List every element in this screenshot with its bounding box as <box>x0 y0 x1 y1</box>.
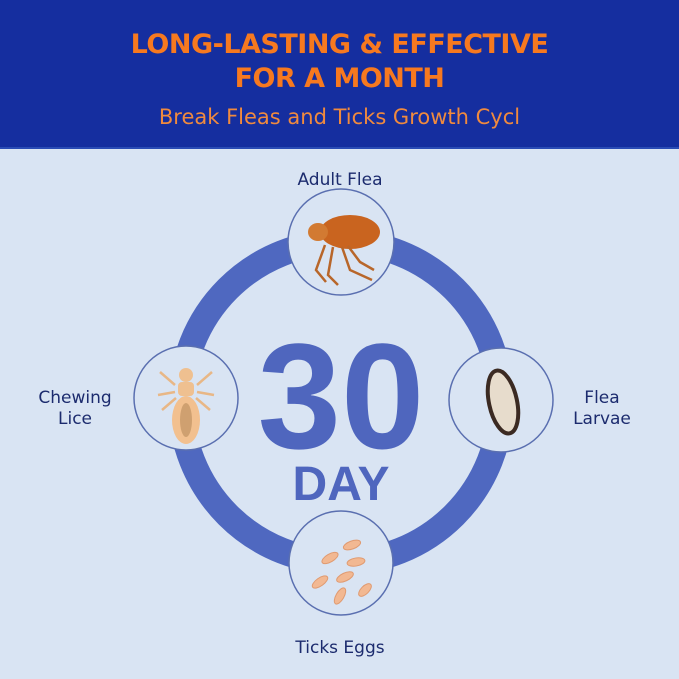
subtitle: Break Fleas and Ticks Growth Cycl <box>158 105 521 129</box>
louse-icon <box>133 345 239 451</box>
adult-flea-icon <box>287 188 395 296</box>
label-flea-larvae-line-1: Flea <box>584 388 620 408</box>
day-unit: DAY <box>293 458 390 511</box>
label-chewing-lice: Chewing Lice <box>20 388 130 430</box>
headline: LONG-LASTING & EFFECTIVE FOR A MONTH <box>0 28 679 96</box>
label-flea-larvae: Flea Larvae <box>552 388 652 430</box>
headline-line-2: FOR A MONTH <box>234 63 445 94</box>
label-flea-larvae-line-2: Larvae <box>573 409 631 429</box>
label-ticks-eggs: Ticks Eggs <box>295 638 385 658</box>
flea-larva-icon <box>448 347 554 453</box>
label-adult-flea: Adult Flea <box>297 170 383 190</box>
day-count: 30 <box>258 312 425 480</box>
eggs-icon <box>288 510 394 616</box>
header-banner: LONG-LASTING & EFFECTIVE FOR A MONTH Bre… <box>0 0 679 149</box>
label-chewing-lice-line-2: Lice <box>58 409 92 429</box>
label-chewing-lice-line-1: Chewing <box>38 388 112 408</box>
headline-line-1: LONG-LASTING & EFFECTIVE <box>130 29 549 60</box>
